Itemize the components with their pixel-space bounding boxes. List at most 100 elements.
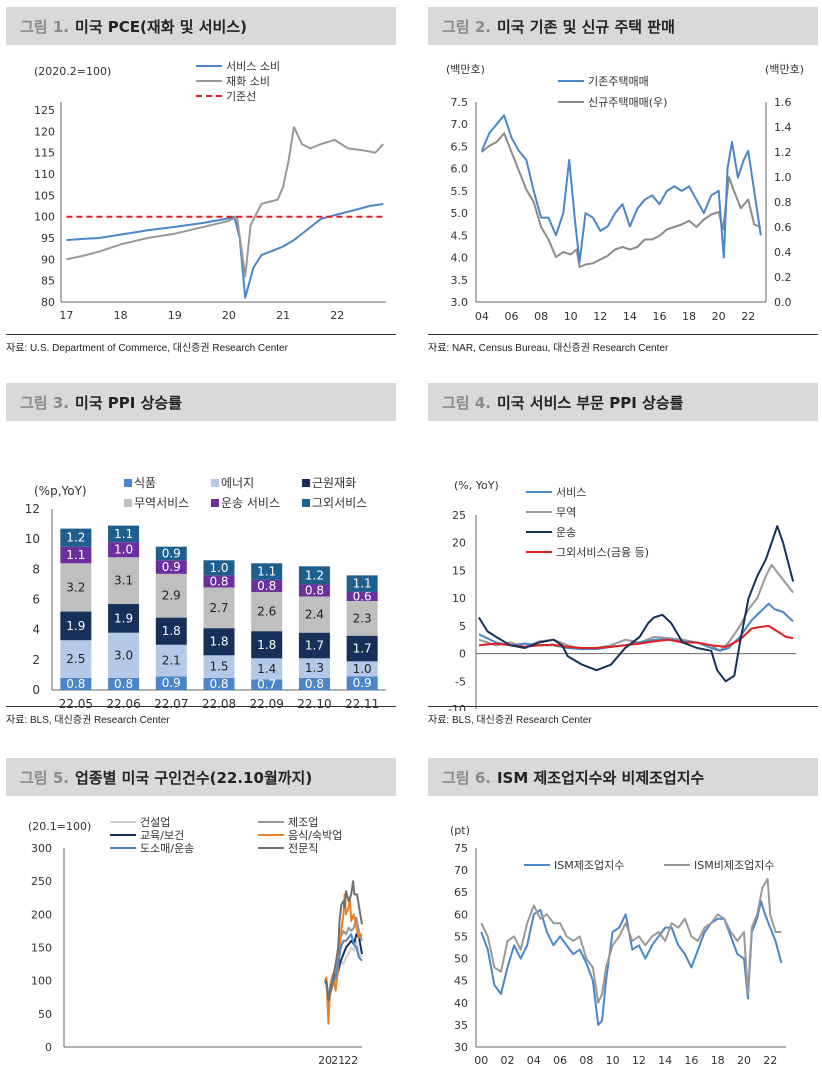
unit-note: (2020.2=100) xyxy=(34,65,111,78)
x-tick-label: 21 xyxy=(331,1054,345,1067)
y-tick-label: 75 xyxy=(454,842,468,855)
bar-data-label: 0.9 xyxy=(353,676,372,690)
bar-segment xyxy=(108,557,140,605)
legend-label: 건설업 xyxy=(140,816,170,829)
y-tick-label: 4.0 xyxy=(451,252,469,265)
bar-segment xyxy=(203,587,235,629)
bar-segment xyxy=(346,601,378,636)
bar-data-label: 1.0 xyxy=(209,561,228,575)
y-tick-label: 10 xyxy=(452,592,466,605)
chart-source: 자료: U.S. Department of Commerce, 대신증권 Re… xyxy=(6,334,396,354)
bar-segment xyxy=(203,575,235,588)
y-tick-label: 25 xyxy=(452,509,466,522)
bar-data-label: 1.8 xyxy=(162,624,181,638)
x-tick-label: 22.11 xyxy=(345,697,379,711)
bar-segment xyxy=(108,632,140,678)
bar-data-label: 1.0 xyxy=(114,543,133,557)
x-tick-label: 22.06 xyxy=(106,697,140,711)
x-tick-label: 10 xyxy=(606,1054,620,1067)
x-tick-label: 18 xyxy=(711,1054,725,1067)
bar-data-label: 1.9 xyxy=(114,611,133,625)
bar-data-label: 0.8 xyxy=(66,677,85,691)
panel-title: 그림 4. 미국 서비스 부문 PPI 상승률 xyxy=(428,383,818,421)
unit-note: (pt) xyxy=(450,824,470,837)
bar-segment xyxy=(298,596,330,633)
y-tick-label: 0 xyxy=(45,1041,52,1054)
bar-segment xyxy=(346,635,378,662)
panel-title: 그림 5. 업종별 미국 구인건수(22.10월까지) xyxy=(6,758,396,796)
x-tick-label: 08 xyxy=(534,310,548,323)
y-tick-label: 7.0 xyxy=(451,118,469,131)
legend-label: 그외서비스 xyxy=(312,496,367,510)
bar-segment xyxy=(251,563,283,580)
x-tick-label: 20 xyxy=(222,309,236,322)
y-tick-label: 85 xyxy=(41,275,55,288)
x-tick-label: 22.05 xyxy=(59,697,93,711)
bar-data-label: 2.4 xyxy=(305,608,324,622)
x-tick-label: 14 xyxy=(658,1054,672,1067)
series-line-0 xyxy=(480,900,783,1026)
panel-job-openings: 그림 5. 업종별 미국 구인건수(22.10월까지) (20.1=100) 0 50… xyxy=(6,758,396,1068)
y-tick-label: 50 xyxy=(454,953,468,966)
bar-segment xyxy=(60,528,92,547)
bar-segment xyxy=(203,560,235,576)
series-line-1 xyxy=(480,878,782,1004)
series-line-3 xyxy=(324,893,363,1025)
right-unit: (백만호) xyxy=(765,63,804,76)
y-tick-label: 30 xyxy=(454,1041,468,1054)
home-sales-line-chart: (백만호) (백만호) 3.0 3.5 4.0 4.5 5.0 5.5 6.0 6.5 7.0 7.5… xyxy=(446,63,804,323)
panel-home-sales: 그림 2. 미국 기존 및 신규 주택 판매 (백만호) (백만호) 3.0 3.5 4.… xyxy=(428,7,818,354)
ppi-stacked-bar-chart: (%p,YoY) 0 2 4 6 8 10 12 0.8 2.5 1.9 3.2 1.1 1.2 22.05… xyxy=(25,476,386,711)
x-tick-label: 04 xyxy=(527,1054,541,1067)
bar-data-label: 0.8 xyxy=(305,583,324,597)
bar-data-label: 1.1 xyxy=(257,565,276,579)
x-tick-label: 08 xyxy=(579,1054,593,1067)
legend-label: 기존주택매매 xyxy=(588,75,649,88)
y2-tick-label: 1.2 xyxy=(774,146,792,159)
bar-segment xyxy=(251,631,283,659)
bar-data-label: 0.8 xyxy=(114,677,133,691)
chart-source: 자료: BLS, 대신증권 Research Center xyxy=(428,706,818,726)
bar-data-label: 1.2 xyxy=(66,531,85,545)
x-tick-label: 16 xyxy=(652,310,666,323)
bar-segment xyxy=(298,677,330,690)
y2-tick-label: 0.0 xyxy=(774,296,792,309)
y-tick-label: -10 xyxy=(448,703,466,711)
y-tick-label: 70 xyxy=(454,864,468,877)
x-tick-label: 19 xyxy=(168,309,182,322)
legend-label: 교육/보건 xyxy=(140,829,184,842)
y-tick-label: 3.0 xyxy=(451,296,469,309)
y-tick-label: 300 xyxy=(31,842,52,855)
x-tick-label: 20 xyxy=(712,310,726,323)
legend-swatch xyxy=(302,499,310,507)
x-tick-label: 20 xyxy=(318,1054,332,1067)
bar-data-label: 1.1 xyxy=(353,577,372,591)
bar-data-label: 0.8 xyxy=(257,579,276,593)
bar-segment xyxy=(298,566,330,585)
y-tick-label: 5.5 xyxy=(451,185,469,198)
y-tick-label: 35 xyxy=(454,1019,468,1032)
legend-label: 그외서비스(금융 등) xyxy=(556,546,649,559)
panel-title: 그림 1. 미국 PCE(재화 및 서비스) xyxy=(6,7,396,45)
y-tick-label: 4.5 xyxy=(451,229,469,242)
legend-label: 제조업 xyxy=(288,816,318,829)
legend-label: 신규주택매매(우) xyxy=(588,96,667,109)
y2-tick-label: 1.0 xyxy=(774,171,792,184)
legend-swatch xyxy=(302,479,310,487)
bar-segment xyxy=(60,611,92,641)
y-tick-label: 2 xyxy=(32,653,40,667)
bar-segment xyxy=(203,655,235,678)
y-tick-label: 6 xyxy=(32,593,40,607)
x-tick-label: 14 xyxy=(623,310,637,323)
x-tick-label: 12 xyxy=(593,310,607,323)
x-tick-label: 02 xyxy=(501,1054,515,1067)
legend-label: 식품 xyxy=(134,476,156,490)
x-tick-label: 16 xyxy=(684,1054,698,1067)
y2-tick-label: 0.2 xyxy=(774,271,792,284)
bar-data-label: 0.6 xyxy=(353,589,372,603)
bar-data-label: 1.0 xyxy=(353,662,372,676)
bar-data-label: 3.1 xyxy=(114,574,133,588)
bar-data-label: 1.8 xyxy=(209,635,228,649)
bar-segment xyxy=(346,676,378,690)
legend-label: 기준선 xyxy=(226,90,256,103)
